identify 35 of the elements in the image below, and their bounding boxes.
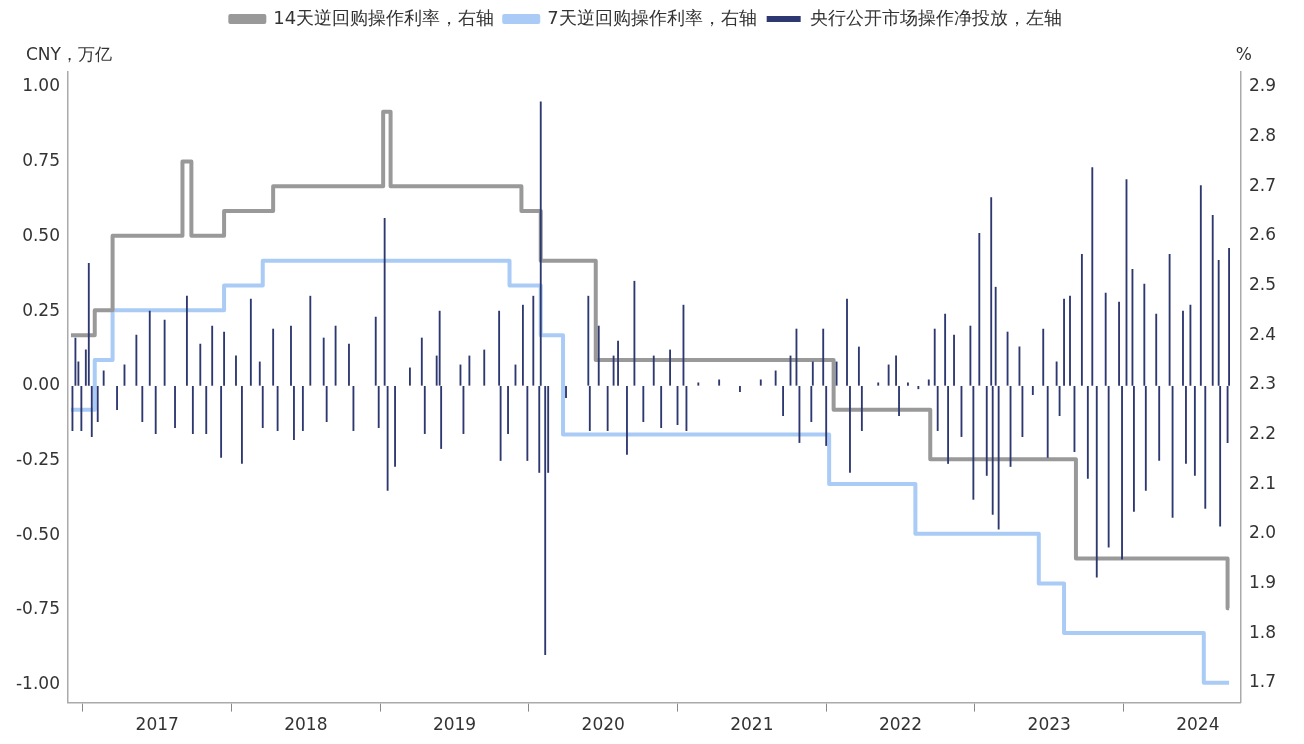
y2-axis-title: % bbox=[1235, 43, 1252, 64]
y2-tick-label: 2.0 bbox=[1248, 522, 1277, 543]
y2-tick-label: 2.8 bbox=[1248, 124, 1277, 145]
y2-tick-label: 1.8 bbox=[1248, 621, 1277, 642]
y2-tick-label: 1.7 bbox=[1248, 671, 1277, 692]
y2-tick-label: 2.3 bbox=[1248, 373, 1277, 394]
x-tick-label: 2017 bbox=[135, 714, 179, 735]
legend-label: 央行公开市场操作净投放，左轴 bbox=[809, 6, 1062, 28]
x-tick-label: 2022 bbox=[878, 714, 923, 735]
x-tick-label: 2018 bbox=[284, 714, 328, 735]
y2-tick-label: 2.2 bbox=[1248, 422, 1277, 443]
y-axis-title: CNY，万亿 bbox=[26, 43, 112, 64]
x-tick-label: 2023 bbox=[1027, 714, 1071, 735]
y-tick-label: 0.75 bbox=[22, 150, 60, 171]
x-tick-label: 2019 bbox=[432, 714, 477, 735]
x-tick-label: 2020 bbox=[581, 714, 625, 735]
y-tick-label: -0.50 bbox=[15, 523, 60, 544]
y-tick-label: 0.50 bbox=[22, 224, 60, 245]
y2-tick-label: 2.1 bbox=[1248, 472, 1277, 493]
x-tick-label: 2021 bbox=[730, 714, 774, 735]
y2-tick-label: 2.6 bbox=[1248, 224, 1277, 245]
y-tick-label: -0.75 bbox=[15, 598, 60, 619]
y2-tick-label: 1.9 bbox=[1248, 571, 1277, 592]
y2-tick-label: 2.5 bbox=[1248, 273, 1277, 294]
y-tick-label: -1.00 bbox=[15, 673, 60, 694]
y2-tick-label: 2.9 bbox=[1248, 75, 1277, 96]
y-tick-label: -0.25 bbox=[15, 448, 60, 469]
y2-tick-label: 2.7 bbox=[1248, 174, 1277, 195]
legend-label: 7天逆回购操作利率，右轴 bbox=[547, 6, 757, 28]
y-tick-label: 0.25 bbox=[22, 299, 60, 320]
y-tick-label: 0.00 bbox=[22, 374, 60, 395]
y-tick-label: 1.00 bbox=[22, 75, 60, 96]
x-tick-label: 2024 bbox=[1176, 714, 1220, 735]
legend-label: 14天逆回购操作利率，右轴 bbox=[273, 6, 495, 28]
y2-tick-label: 2.4 bbox=[1248, 323, 1277, 344]
